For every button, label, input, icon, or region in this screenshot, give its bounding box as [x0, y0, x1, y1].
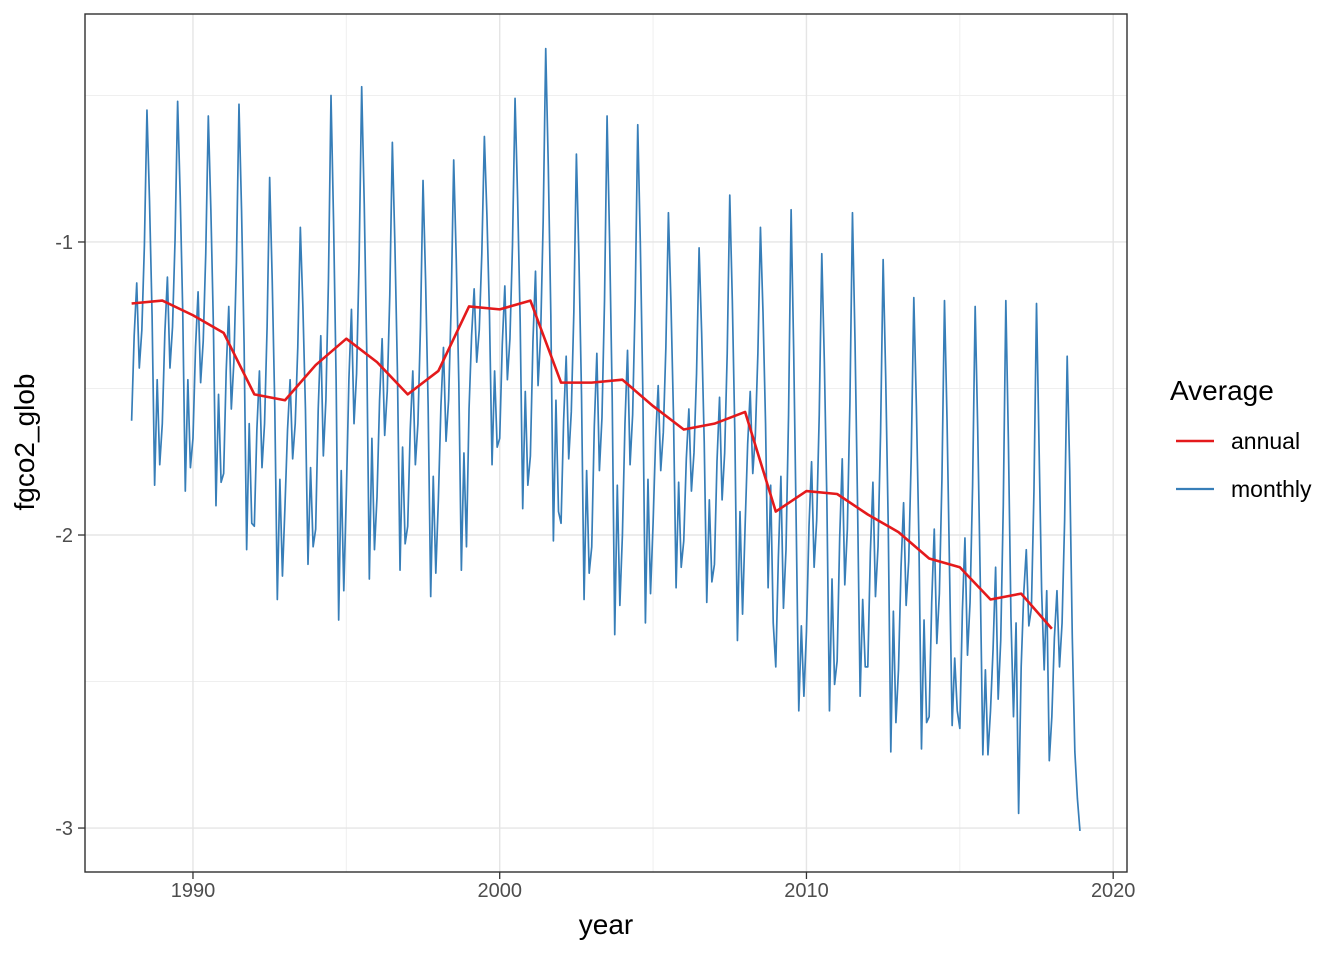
monthly-series-line — [130, 47, 1081, 832]
legend-item-annual: annual — [1176, 428, 1300, 454]
legend-item-monthly: monthly — [1176, 476, 1312, 502]
annual-series-line — [131, 299, 1053, 630]
legend: Average annual monthly — [1170, 375, 1312, 502]
y-tick-label: -2 — [55, 525, 73, 547]
axis-ticks-layer — [78, 241, 1114, 879]
x-tick-label: 2010 — [784, 880, 829, 902]
series-layer — [130, 47, 1081, 832]
y-tick-label: -1 — [55, 232, 73, 254]
x-tick-label: 2000 — [477, 880, 522, 902]
plot-panel — [84, 13, 1128, 873]
legend-label-annual: annual — [1231, 428, 1300, 454]
y-tick-label: -3 — [55, 818, 73, 840]
gridlines-layer — [85, 14, 1127, 872]
legend-label-monthly: monthly — [1231, 476, 1312, 502]
legend-title: Average — [1170, 375, 1274, 406]
y-axis-title: fgco2_glob — [9, 373, 40, 510]
x-tick-label: 1990 — [171, 880, 216, 902]
axis-tick-labels-layer: 1990 2000 2010 2020 -1 -2 -3 — [55, 232, 1135, 902]
x-tick-label: 2020 — [1091, 880, 1136, 902]
x-axis-title: year — [579, 909, 633, 940]
